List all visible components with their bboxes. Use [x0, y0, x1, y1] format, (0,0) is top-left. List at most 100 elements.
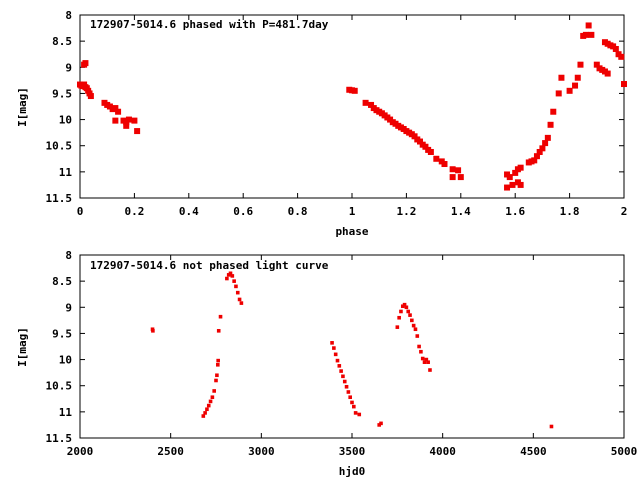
data-point — [125, 116, 132, 123]
x-tick-label: 4500 — [520, 445, 547, 458]
data-point — [216, 329, 221, 333]
data-point — [441, 161, 448, 168]
y-axis-label: I[mag] — [16, 87, 29, 127]
data-point — [504, 184, 511, 191]
y-tick-label: 11 — [59, 166, 73, 179]
data-point — [612, 45, 619, 52]
data-point — [449, 174, 456, 181]
x-tick-label: 1.4 — [451, 205, 471, 218]
data-point — [123, 122, 130, 129]
data-point — [411, 323, 416, 328]
data-point — [344, 384, 349, 389]
y-tick-label: 11.5 — [46, 192, 73, 205]
data-point — [415, 334, 420, 338]
data-point — [420, 356, 425, 361]
x-tick-label: 3500 — [339, 445, 366, 458]
data-point — [574, 74, 581, 81]
data-point — [87, 93, 94, 100]
data-point — [228, 271, 233, 276]
data-point — [577, 61, 584, 68]
x-tick-label: 1.2 — [396, 205, 416, 218]
y-tick-label: 8.5 — [52, 35, 72, 48]
data-point — [536, 148, 543, 155]
data-point — [549, 424, 554, 429]
data-point — [411, 133, 418, 140]
plot-title: 172907-5014.6 not phased light curve — [90, 259, 329, 272]
x-tick-label: 2 — [621, 205, 628, 218]
data-point — [588, 31, 595, 38]
data-point — [335, 358, 340, 363]
data-point — [542, 140, 549, 147]
x-tick-label: 0.2 — [124, 205, 144, 218]
data-point — [212, 389, 216, 393]
data-point — [379, 421, 383, 426]
data-point — [517, 164, 524, 171]
data-point — [333, 352, 338, 357]
data-point — [550, 108, 557, 115]
data-point — [512, 169, 519, 176]
data-point — [406, 309, 411, 314]
data-point — [225, 276, 229, 281]
data-point — [346, 390, 351, 394]
data-point — [112, 117, 119, 124]
data-point — [544, 134, 551, 141]
data-point — [82, 60, 89, 67]
data-point — [203, 411, 207, 415]
data-point — [547, 121, 554, 128]
y-tick-label: 8 — [65, 249, 72, 262]
y-tick-label: 11.5 — [46, 432, 73, 445]
data-point — [506, 174, 513, 181]
data-point — [206, 403, 211, 408]
data-point — [214, 378, 218, 383]
data-point — [413, 327, 418, 332]
data-point — [399, 309, 403, 314]
x-tick-label: 0.6 — [233, 205, 253, 218]
data-point — [457, 174, 464, 181]
data-point — [455, 167, 462, 174]
x-tick-label: 1.6 — [505, 205, 525, 218]
data-point — [433, 155, 440, 162]
data-point — [342, 379, 347, 384]
data-point — [230, 274, 235, 278]
data-point — [351, 87, 358, 94]
y-tick-label: 9 — [65, 301, 72, 314]
data-point — [531, 157, 538, 164]
data-point — [350, 400, 354, 405]
data-points — [150, 271, 554, 429]
y-tick-label: 9.5 — [52, 327, 72, 340]
data-point — [134, 128, 141, 135]
data-point — [239, 301, 244, 305]
data-point — [424, 357, 429, 362]
data-point — [216, 363, 220, 367]
data-point — [555, 90, 562, 97]
data-point — [417, 138, 423, 145]
data-point — [237, 297, 242, 302]
y-tick-label: 10.5 — [46, 380, 73, 393]
data-point — [330, 341, 334, 345]
data-point — [517, 181, 524, 188]
data-point — [408, 313, 412, 317]
data-point — [593, 61, 600, 68]
data-point — [151, 329, 155, 333]
y-axis-label: I[mag] — [16, 327, 29, 367]
data-point — [235, 290, 240, 295]
data-point — [395, 325, 400, 329]
data-point — [539, 145, 546, 152]
data-point — [404, 305, 409, 310]
plot-title: 172907-5014.6 phased with P=481.7day — [90, 18, 329, 31]
data-point — [234, 284, 238, 289]
data-point — [566, 87, 573, 94]
data-point — [509, 181, 516, 188]
data-point — [353, 411, 358, 415]
axis-ticks: 2000 2500 3000 3500 4000 4500 5000 8 8.5 9 9.5 10 10… — [46, 249, 638, 458]
data-point — [362, 99, 369, 106]
data-points — [77, 22, 627, 191]
x-tick-label: 0.4 — [179, 205, 199, 218]
x-tick-label: 4000 — [429, 445, 456, 458]
y-tick-label: 8.5 — [52, 275, 72, 288]
axis-ticks: 0 0.2 0.4 0.6 0.8 1 1.2 1.4 1.6 1.8 2 8 8.5 9 9.5 10 10.… — [46, 9, 628, 218]
x-axis-label: hjd0 — [339, 465, 366, 478]
y-tick-label: 10 — [59, 354, 72, 367]
data-point — [208, 399, 213, 404]
